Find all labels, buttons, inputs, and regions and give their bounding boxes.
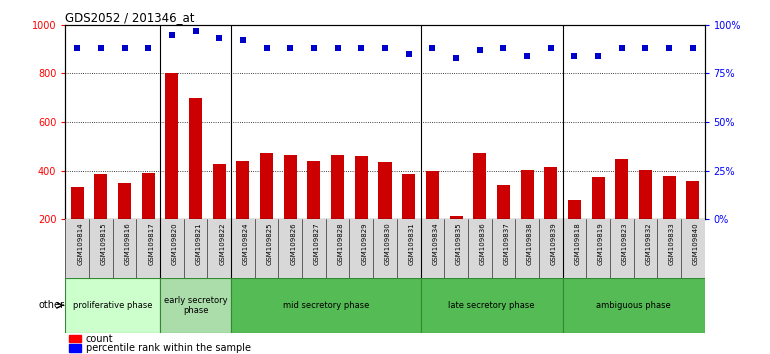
Point: [426, 45, 438, 51]
Bar: [260, 153, 273, 219]
Bar: [497, 185, 510, 219]
Point: [71, 45, 83, 51]
Bar: [65, 278, 160, 333]
Bar: [686, 181, 699, 219]
Point: [639, 45, 651, 51]
Point: [213, 35, 226, 41]
Text: GSM109834: GSM109834: [432, 222, 438, 265]
Point: [189, 28, 202, 33]
Text: GSM109839: GSM109839: [551, 222, 557, 265]
Bar: [639, 170, 652, 219]
Bar: [142, 173, 155, 219]
Text: GSM109830: GSM109830: [385, 222, 391, 265]
Text: proliferative phase: proliferative phase: [73, 301, 152, 310]
Text: GSM109829: GSM109829: [361, 222, 367, 265]
Bar: [95, 175, 108, 219]
Bar: [450, 216, 463, 219]
Text: GSM109840: GSM109840: [693, 222, 698, 265]
Bar: [189, 98, 203, 219]
Bar: [544, 167, 557, 219]
Text: GSM109837: GSM109837: [504, 222, 509, 265]
Point: [497, 45, 510, 51]
Bar: [379, 162, 391, 219]
Text: GSM109838: GSM109838: [527, 222, 533, 265]
Bar: [615, 159, 628, 219]
Text: GSM109833: GSM109833: [669, 222, 675, 265]
Point: [355, 45, 367, 51]
Text: GSM109823: GSM109823: [621, 222, 628, 265]
Bar: [236, 161, 249, 219]
Text: GSM109818: GSM109818: [574, 222, 581, 265]
Bar: [563, 278, 705, 333]
Point: [568, 53, 581, 59]
Text: GSM109819: GSM109819: [598, 222, 604, 265]
Bar: [474, 153, 486, 219]
Bar: [284, 155, 296, 219]
Text: GSM109835: GSM109835: [456, 222, 462, 265]
Text: GDS2052 / 201346_at: GDS2052 / 201346_at: [65, 11, 195, 24]
Text: ambiguous phase: ambiguous phase: [596, 301, 671, 310]
Text: GSM109820: GSM109820: [172, 222, 178, 265]
Bar: [355, 156, 368, 219]
Bar: [331, 155, 344, 219]
Bar: [402, 175, 415, 219]
Bar: [662, 176, 675, 219]
Bar: [426, 171, 439, 219]
Point: [615, 45, 628, 51]
Point: [284, 45, 296, 51]
Text: GSM109831: GSM109831: [409, 222, 415, 265]
Bar: [591, 177, 604, 219]
Point: [450, 55, 462, 61]
Point: [119, 45, 131, 51]
Text: GSM109821: GSM109821: [196, 222, 202, 265]
Point: [142, 45, 155, 51]
Text: GSM109817: GSM109817: [149, 222, 154, 265]
Point: [237, 38, 249, 43]
Bar: [213, 164, 226, 219]
Text: GSM109826: GSM109826: [290, 222, 296, 265]
Bar: [231, 278, 420, 333]
Bar: [166, 73, 179, 219]
Text: GSM109828: GSM109828: [338, 222, 343, 265]
Bar: [420, 278, 563, 333]
Text: GSM109827: GSM109827: [314, 222, 320, 265]
Point: [687, 45, 699, 51]
Text: percentile rank within the sample: percentile rank within the sample: [86, 343, 251, 353]
Point: [403, 51, 415, 57]
Text: mid secretory phase: mid secretory phase: [283, 301, 369, 310]
Point: [663, 45, 675, 51]
Point: [95, 45, 107, 51]
Bar: [69, 344, 82, 352]
Bar: [118, 183, 131, 219]
Text: GSM109816: GSM109816: [125, 222, 131, 265]
Text: GSM109836: GSM109836: [480, 222, 486, 265]
Text: early secretory
phase: early secretory phase: [164, 296, 227, 315]
Point: [166, 32, 178, 37]
Point: [260, 45, 273, 51]
Text: GSM109825: GSM109825: [266, 222, 273, 265]
Point: [332, 45, 344, 51]
Point: [379, 45, 391, 51]
Bar: [69, 335, 82, 342]
Point: [521, 53, 533, 59]
Text: GSM109814: GSM109814: [77, 222, 83, 265]
Bar: [307, 161, 320, 219]
Point: [592, 53, 604, 59]
Bar: [160, 278, 231, 333]
Point: [544, 45, 557, 51]
Text: GSM109822: GSM109822: [219, 222, 226, 265]
Text: other: other: [39, 300, 65, 310]
Point: [474, 47, 486, 53]
Bar: [71, 187, 84, 219]
Bar: [567, 200, 581, 219]
Text: count: count: [86, 334, 113, 344]
Text: late secretory phase: late secretory phase: [448, 301, 535, 310]
Text: GSM109832: GSM109832: [645, 222, 651, 265]
Text: GSM109824: GSM109824: [243, 222, 249, 265]
Text: GSM109815: GSM109815: [101, 222, 107, 265]
Point: [308, 45, 320, 51]
Bar: [521, 170, 534, 219]
